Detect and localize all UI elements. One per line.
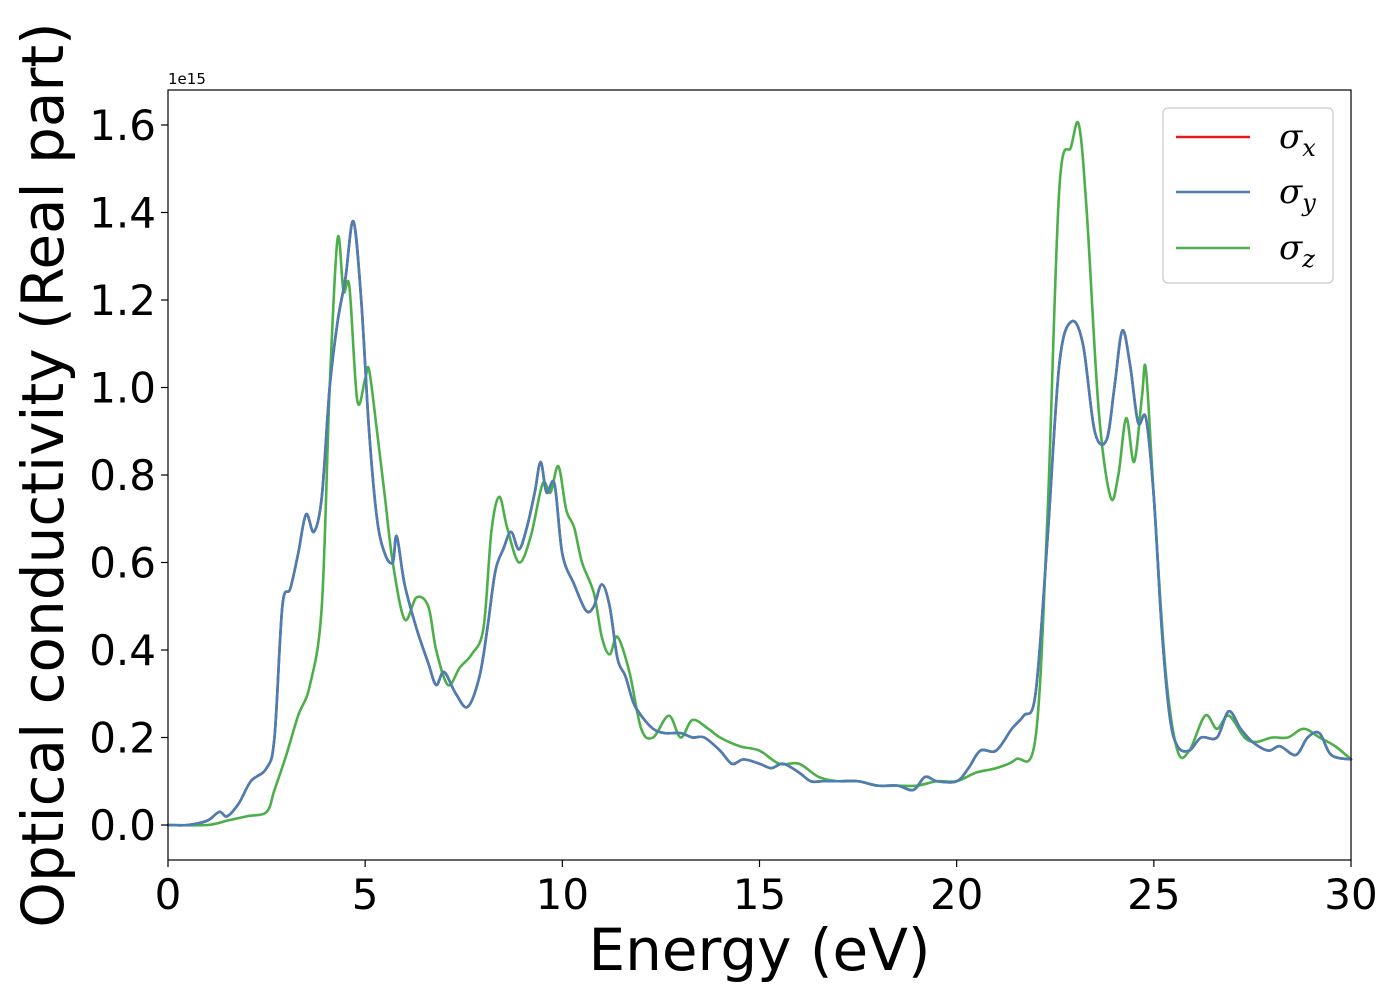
y-offset-label: 1e15 bbox=[168, 70, 206, 88]
y-axis: 0.0 0.2 0.4 0.6 0.8 1.0 1.2 1.4 1.6 bbox=[89, 101, 168, 850]
x-tick-label: 20 bbox=[930, 870, 983, 919]
y-tick-label: 1.2 bbox=[89, 276, 156, 325]
x-axis-title: Energy (eV) bbox=[588, 916, 930, 984]
y-tick-label: 0.6 bbox=[89, 539, 156, 588]
y-tick-label: 0.2 bbox=[89, 714, 156, 763]
x-tick-label: 5 bbox=[352, 870, 379, 919]
series-line-z bbox=[166, 120, 1353, 827]
y-tick-label: 0.8 bbox=[89, 451, 156, 500]
y-tick-label: 0.4 bbox=[89, 626, 156, 675]
y-tick-label: 1.6 bbox=[89, 101, 156, 150]
y-tick-label: 1.4 bbox=[89, 189, 156, 238]
y-tick-label: 1.0 bbox=[89, 364, 156, 413]
legend-box bbox=[1162, 107, 1334, 284]
x-axis: 0 5 10 15 20 25 30 bbox=[155, 860, 1378, 919]
x-tick-label: 0 bbox=[155, 870, 182, 919]
series-line-y bbox=[166, 219, 1353, 827]
x-tick-label: 15 bbox=[733, 870, 786, 919]
x-tick-label: 30 bbox=[1324, 870, 1377, 919]
series-lines bbox=[166, 120, 1353, 827]
y-tick-label: 0.0 bbox=[89, 801, 156, 850]
y-axis-title: Optical conductivity (Real part) bbox=[9, 22, 77, 927]
x-tick-label: 25 bbox=[1127, 870, 1180, 919]
x-tick-label: 10 bbox=[536, 870, 589, 919]
